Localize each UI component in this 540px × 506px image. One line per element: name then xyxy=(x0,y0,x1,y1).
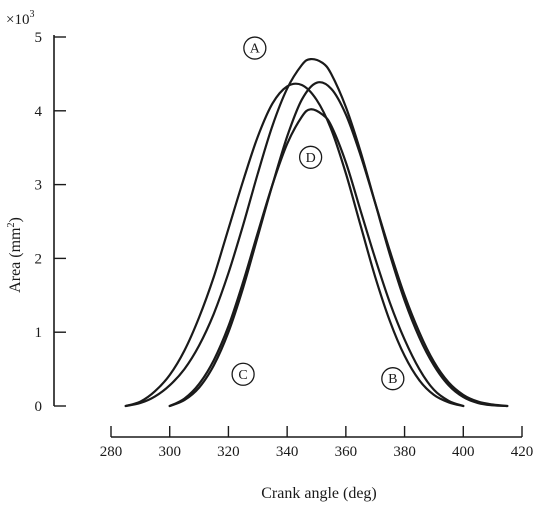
y-axis-title: Area (mm2) xyxy=(6,217,24,293)
y-tick-label: 1 xyxy=(35,325,43,341)
y-axis-multiplier: ×103 xyxy=(6,9,34,28)
axis-ticks: 0 1 2 3 4 5 280 300 320 340 360 380 400 420 xyxy=(35,30,534,460)
marker-label: D xyxy=(306,151,316,166)
y-tick-label: 2 xyxy=(35,251,43,267)
curve-markers: A D C B xyxy=(231,36,405,391)
x-axis-title: Crank angle (deg) xyxy=(261,485,377,502)
marker-circle xyxy=(243,36,267,60)
x-tick-label: 420 xyxy=(511,444,534,460)
marker-d: D xyxy=(298,145,323,169)
marker-b: B xyxy=(381,367,405,391)
marker-c: C xyxy=(231,362,255,386)
marker-circle xyxy=(298,145,323,169)
marker-label: B xyxy=(388,372,397,387)
curve-c xyxy=(124,82,465,408)
y-tick-label: 3 xyxy=(35,178,43,194)
marker-label: C xyxy=(238,368,247,383)
x-tick-label: 360 xyxy=(335,444,358,460)
marker-a: A xyxy=(243,36,267,60)
curve-d xyxy=(168,108,465,408)
y-tick-label: 0 xyxy=(35,399,43,415)
marker-circle xyxy=(381,367,405,391)
x-tick-label: 400 xyxy=(452,444,475,460)
marker-label: A xyxy=(250,42,261,57)
x-tick-label: 280 xyxy=(100,444,123,460)
y-tick-label: 5 xyxy=(35,30,43,46)
x-tick-label: 300 xyxy=(158,444,181,460)
x-tick-label: 340 xyxy=(276,444,299,460)
curve-a xyxy=(124,57,509,408)
x-tick-label: 380 xyxy=(393,444,416,460)
curves xyxy=(124,57,509,408)
curve-b xyxy=(168,81,509,408)
x-tick-label: 320 xyxy=(217,444,240,460)
marker-circle xyxy=(231,362,255,386)
y-tick-label: 4 xyxy=(35,104,43,120)
